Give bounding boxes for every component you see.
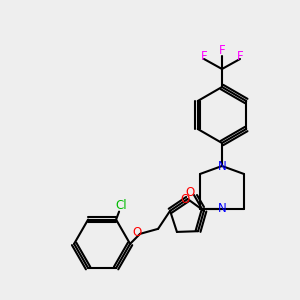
Text: F: F (219, 44, 225, 56)
Text: F: F (201, 50, 207, 64)
Text: N: N (218, 160, 226, 172)
Text: F: F (237, 50, 243, 64)
Text: O: O (133, 226, 142, 239)
Text: Cl: Cl (115, 199, 127, 212)
Text: O: O (180, 193, 189, 206)
Text: O: O (185, 185, 195, 199)
Text: N: N (218, 202, 226, 215)
